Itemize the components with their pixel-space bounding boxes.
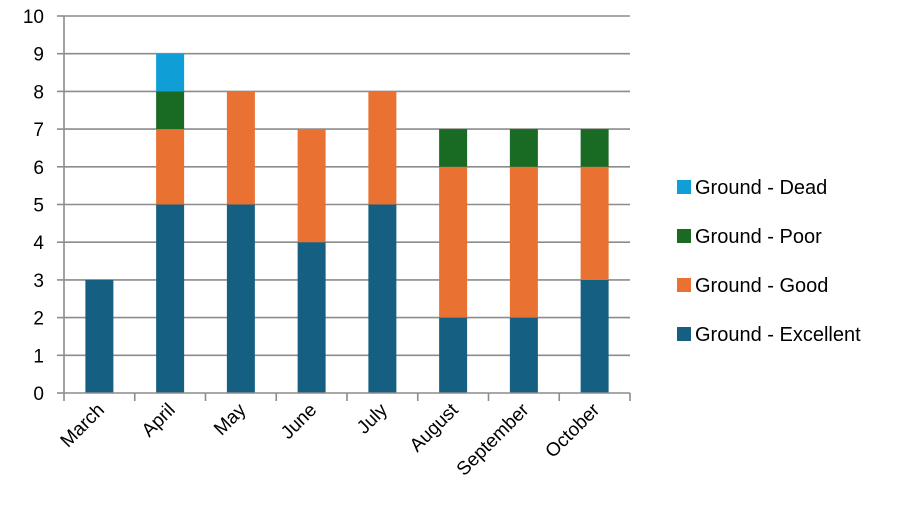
legend: Ground - Dead Ground - Poor Ground - Good G… [677, 177, 861, 346]
y-tick-label: 2 [33, 309, 44, 330]
y-tick-label: 5 [33, 196, 44, 217]
gridlines [64, 15, 630, 357]
bar-segment-may-excellent [226, 204, 255, 393]
legend-label: Ground - Good [695, 275, 828, 297]
legend-swatch [677, 180, 691, 194]
x-tick-label: May [210, 399, 251, 440]
y-tick-label: 4 [33, 233, 44, 254]
x-tick-label: March [57, 400, 109, 452]
bar-segment-september-poor [509, 129, 538, 167]
bar-segment-october-excellent [580, 279, 609, 393]
x-tick-label: August [406, 399, 463, 456]
legend-swatch [677, 229, 691, 243]
x-tick-label: June [277, 400, 321, 444]
bar-segment-june-excellent [297, 242, 326, 393]
bar-segment-august-good [439, 166, 468, 318]
y-tick-label: 1 [33, 346, 44, 367]
y-axis-tick-labels: 0 1 2 3 4 5 6 7 8 9 10 [23, 7, 45, 405]
bars [85, 53, 609, 393]
bar-segment-june-good [297, 129, 326, 243]
x-tick-label: April [138, 400, 180, 442]
x-tick-label: July [353, 399, 392, 438]
bar-segment-july-good [368, 91, 397, 205]
legend-label: Ground - Excellent [695, 324, 861, 346]
legend-swatch [677, 327, 691, 341]
legend-label: Ground - Poor [695, 226, 822, 248]
y-tick-label: 7 [33, 120, 44, 141]
x-tick-label: October [542, 399, 605, 462]
bar-segment-april-excellent [156, 204, 185, 393]
bar-segment-july-excellent [368, 204, 397, 393]
bar-segment-september-excellent [509, 317, 538, 393]
bar-segment-august-poor [439, 129, 468, 167]
bar-segment-april-dead [156, 53, 185, 92]
y-tick-label: 0 [33, 384, 44, 405]
axes [57, 15, 631, 401]
bar-segment-september-good [509, 166, 538, 318]
bar-segment-august-excellent [439, 317, 468, 393]
bar-segment-october-good [580, 166, 609, 280]
x-tick-label: September [453, 399, 534, 480]
bar-segment-march-excellent [85, 279, 114, 393]
bar-segment-october-poor [580, 129, 609, 167]
legend-swatch [677, 278, 691, 292]
y-tick-label: 10 [23, 7, 44, 28]
y-tick-label: 3 [33, 271, 44, 292]
bar-segment-april-good [156, 129, 185, 205]
legend-label: Ground - Dead [695, 177, 827, 199]
y-tick-label: 8 [33, 82, 44, 103]
bar-segment-april-poor [156, 91, 185, 130]
bar-segment-may-good [226, 91, 255, 205]
y-tick-label: 9 [33, 45, 44, 66]
y-tick-label: 6 [33, 158, 44, 179]
